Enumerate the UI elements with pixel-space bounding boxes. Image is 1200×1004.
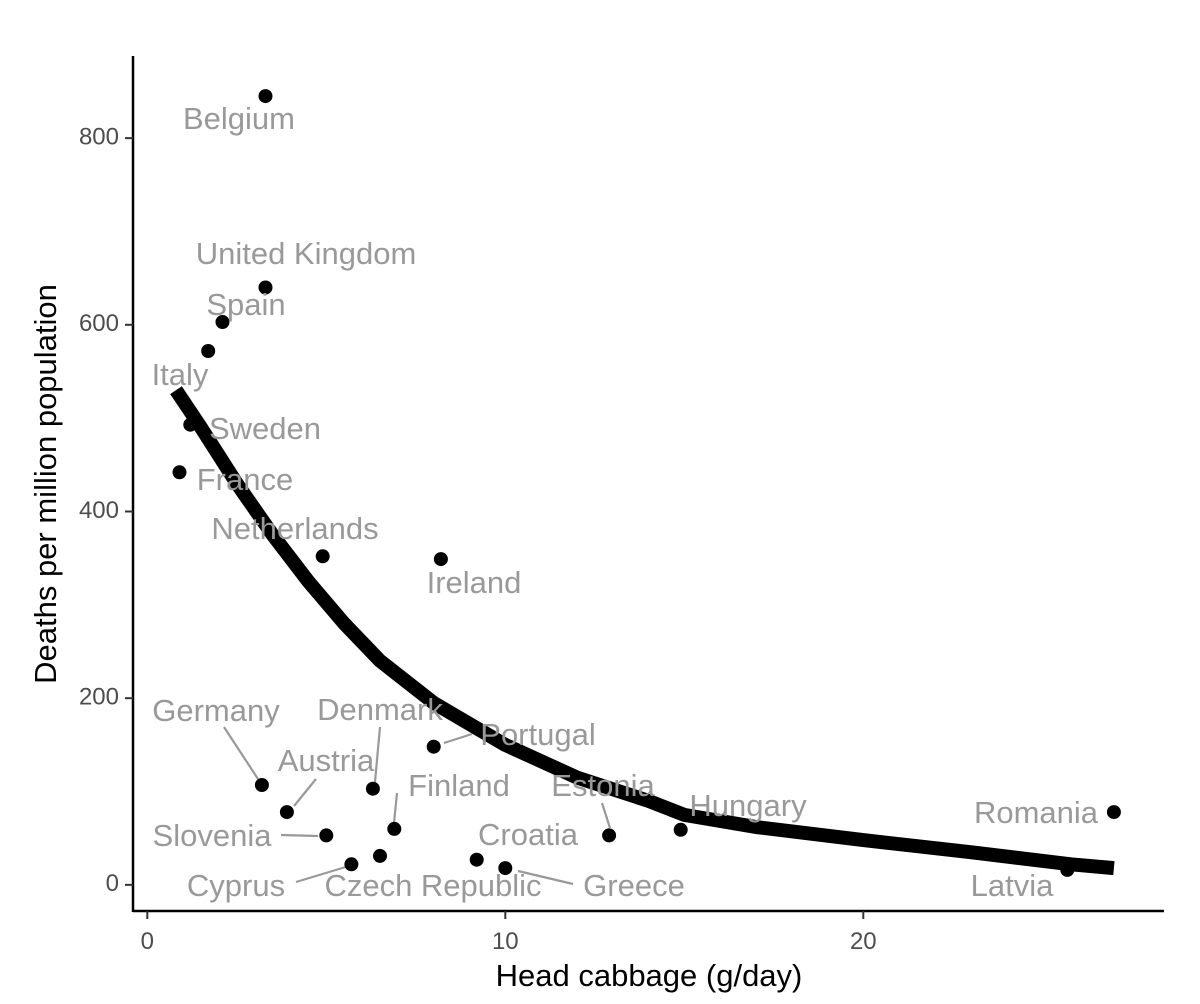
- y-axis-ticks: 0 200 400 600 800: [79, 123, 133, 897]
- label-latvia: Latvia: [971, 868, 1054, 903]
- y-axis-title: Deaths per million population: [28, 284, 63, 684]
- label-croatia: Croatia: [478, 817, 579, 852]
- label-leader-lines: [223, 726, 612, 886]
- leader-line-denmark: [373, 726, 382, 783]
- y-tick-label: 200: [79, 684, 119, 711]
- x-tick-label: 20: [850, 928, 877, 955]
- y-tick-label: 800: [79, 123, 119, 150]
- point-estonia: [602, 828, 617, 843]
- point-netherlands: [315, 549, 330, 564]
- point-portugal: [426, 739, 441, 754]
- label-portugal: Portugal: [480, 717, 595, 752]
- leader-line-estonia: [600, 802, 612, 829]
- x-tick-label: 10: [492, 928, 519, 955]
- leader-line-portugal: [443, 732, 473, 745]
- point-cyprus: [344, 857, 359, 872]
- label-denmark: Denmark: [317, 692, 443, 727]
- x-axis-ticks: 0 10 20: [141, 911, 877, 955]
- leader-line-austria: [293, 778, 317, 807]
- x-tick-label: 0: [141, 928, 154, 955]
- label-czech-republic: Czech Republic: [324, 868, 541, 903]
- label-finland: Finland: [408, 768, 510, 803]
- label-sweden: Sweden: [209, 411, 321, 446]
- point-slovenia: [319, 828, 334, 843]
- point-croatia: [469, 852, 484, 867]
- label-ireland: Ireland: [427, 565, 522, 600]
- point-spain: [215, 315, 230, 329]
- point-austria: [279, 805, 294, 820]
- label-austria: Austria: [278, 743, 375, 778]
- leader-line-finland: [392, 792, 399, 824]
- label-germany: Germany: [152, 693, 280, 728]
- point-hungary: [673, 822, 688, 837]
- data-points: [172, 89, 1121, 877]
- leader-line-slovenia: [280, 833, 319, 838]
- y-tick-label: 0: [106, 870, 119, 897]
- axes: 0 10 20 0 200 400 600 800: [79, 56, 1164, 955]
- point-latvia: [1060, 862, 1075, 877]
- point-belgium: [258, 89, 273, 104]
- label-slovenia: Slovenia: [153, 818, 273, 853]
- y-tick-label: 400: [79, 497, 119, 524]
- point-united-kingdom: [258, 280, 273, 295]
- point-germany: [254, 778, 269, 792]
- leader-line-greece: [517, 869, 574, 886]
- y-tick-label: 600: [79, 310, 119, 337]
- label-hungary: Hungary: [689, 788, 807, 823]
- point-romania: [1106, 805, 1121, 820]
- label-netherlands: Netherlands: [211, 511, 378, 546]
- label-estonia: Estonia: [551, 768, 655, 803]
- leader-line-cyprus: [295, 864, 350, 884]
- label-belgium: Belgium: [183, 101, 295, 136]
- point-france: [172, 465, 187, 480]
- label-cyprus: Cyprus: [187, 868, 285, 903]
- leader-line-germany: [223, 726, 259, 780]
- label-romania: Romania: [974, 795, 1099, 830]
- point-finland: [387, 821, 402, 836]
- point-sweden: [183, 417, 198, 432]
- label-greece: Greece: [583, 868, 685, 903]
- label-spain: Spain: [206, 287, 285, 322]
- fitted-trend-line: [170, 386, 1115, 876]
- point-ireland: [433, 552, 448, 567]
- point-italy: [201, 344, 216, 358]
- point-greece: [498, 861, 513, 876]
- point-czech-republic: [373, 848, 387, 863]
- x-axis-title: Head cabbage (g/day): [496, 958, 803, 993]
- label-italy: Italy: [152, 357, 209, 392]
- label-united-kingdom: United Kingdom: [196, 236, 417, 271]
- label-france: France: [197, 462, 293, 497]
- point-denmark: [365, 781, 380, 796]
